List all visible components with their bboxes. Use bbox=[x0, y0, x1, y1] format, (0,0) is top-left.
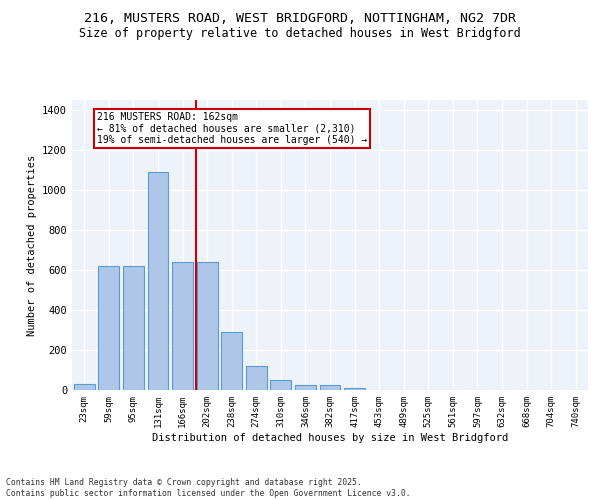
Bar bbox=[74, 384, 95, 390]
Bar bbox=[172, 262, 193, 390]
Text: Contains HM Land Registry data © Crown copyright and database right 2025.
Contai: Contains HM Land Registry data © Crown c… bbox=[6, 478, 410, 498]
Bar bbox=[123, 266, 144, 390]
Bar bbox=[197, 262, 218, 390]
X-axis label: Distribution of detached houses by size in West Bridgford: Distribution of detached houses by size … bbox=[152, 432, 508, 442]
Bar bbox=[344, 388, 365, 390]
Bar bbox=[98, 266, 119, 390]
Bar bbox=[320, 385, 340, 390]
Text: 216, MUSTERS ROAD, WEST BRIDGFORD, NOTTINGHAM, NG2 7DR: 216, MUSTERS ROAD, WEST BRIDGFORD, NOTTI… bbox=[84, 12, 516, 26]
Text: 216 MUSTERS ROAD: 162sqm
← 81% of detached houses are smaller (2,310)
19% of sem: 216 MUSTERS ROAD: 162sqm ← 81% of detach… bbox=[97, 112, 367, 145]
Bar bbox=[148, 172, 169, 390]
Bar bbox=[221, 332, 242, 390]
Y-axis label: Number of detached properties: Number of detached properties bbox=[26, 154, 37, 336]
Text: Size of property relative to detached houses in West Bridgford: Size of property relative to detached ho… bbox=[79, 28, 521, 40]
Bar bbox=[295, 385, 316, 390]
Bar bbox=[246, 366, 267, 390]
Bar bbox=[271, 380, 292, 390]
